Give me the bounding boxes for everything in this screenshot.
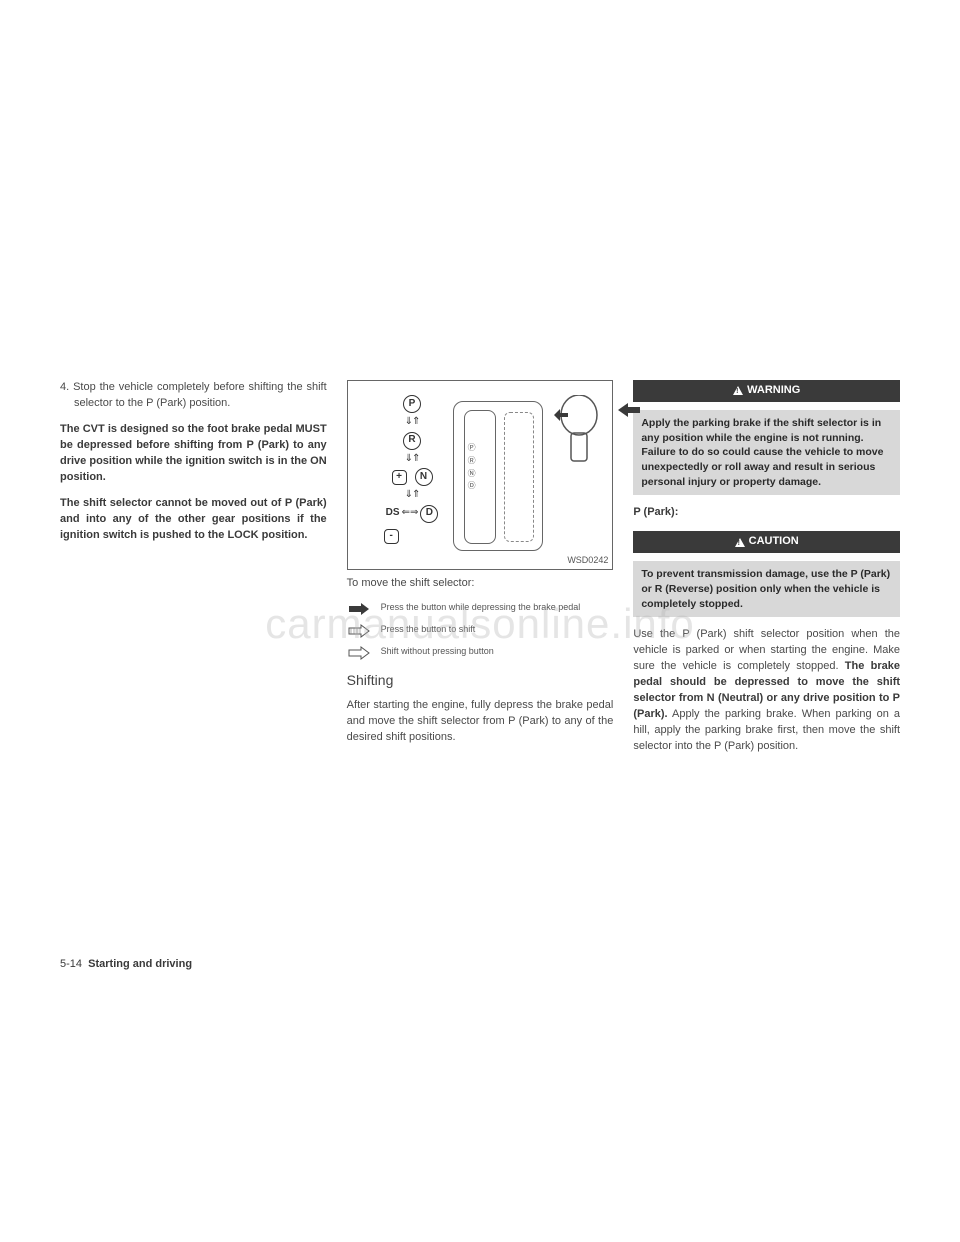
list-item-4: 4. Stop the vehicle completely before sh… [60, 380, 327, 412]
page-footer: 5-14 Starting and driving [60, 958, 192, 970]
shifter-track-icon [504, 412, 534, 542]
shift-lock-note: The shift selector cannot be moved out o… [60, 496, 327, 544]
gear-d-icon: D [420, 505, 438, 523]
minus-icon: - [384, 529, 399, 544]
arrow-icon: ⇓⇑ [405, 488, 420, 503]
caution-title-text: CAUTION [749, 534, 799, 550]
shifter-knob-icon [554, 395, 604, 465]
page-content: 4. Stop the vehicle completely before sh… [60, 380, 900, 765]
column-1: 4. Stop the vehicle completely before sh… [60, 380, 327, 765]
warning-icon [733, 386, 743, 395]
shifting-subhead: Shifting [347, 670, 614, 690]
gear-r-icon: R [403, 432, 421, 450]
solid-arrow-icon [347, 602, 371, 616]
page-number: 5-14 [60, 958, 82, 970]
column-3: WARNING Apply the parking brake if the s… [633, 380, 900, 765]
shifter-letters: ⓅⓇⓃⒹ [468, 442, 476, 493]
plus-icon: + [392, 470, 407, 485]
caution-title: CAUTION [633, 531, 900, 553]
legend-text-3: Shift without pressing button [381, 646, 494, 658]
cvt-design-note: The CVT is designed so the foot brake pe… [60, 422, 327, 486]
legend-text-1: Press the button while depressing the br… [381, 602, 581, 614]
arrow-icon: ⇓⇑ [405, 415, 420, 430]
move-selector-intro: To move the shift selector: [347, 576, 614, 592]
shifter-base-icon: ⓅⓇⓃⒹ [453, 401, 543, 551]
shifting-paragraph: After starting the engine, fully depress… [347, 698, 614, 746]
p-park-paragraph: Use the P (Park) shift selector position… [633, 627, 900, 755]
legend-row-1: Press the button while depressing the br… [347, 602, 614, 616]
gear-p-icon: P [403, 395, 421, 413]
ds-label: DS [386, 506, 400, 521]
p-park-label: P (Park): [633, 505, 900, 521]
warning-body: Apply the parking brake if the shift sel… [633, 410, 900, 495]
column-2: P ⇓⇑ R ⇓⇑ + N ⇓⇑ DS ⇐⇒ D - [347, 380, 614, 765]
caution-body: To prevent transmission damage, use the … [633, 561, 900, 617]
legend-row-2: Press the button to shift [347, 624, 614, 638]
gear-n-icon: N [415, 468, 433, 486]
caution-icon [735, 538, 745, 547]
pointer-arrow-icon [616, 401, 642, 419]
p-park-text-c: Apply the parking brake. When parking on… [633, 708, 900, 752]
warning-title-text: WARNING [747, 383, 800, 399]
shift-diagram: P ⇓⇑ R ⇓⇑ + N ⇓⇑ DS ⇐⇒ D - [347, 380, 614, 570]
legend-text-2: Press the button to shift [381, 624, 476, 636]
warning-title: WARNING [633, 380, 900, 402]
legend-row-3: Shift without pressing button [347, 646, 614, 660]
gear-indicator-column: P ⇓⇑ R ⇓⇑ + N ⇓⇑ DS ⇐⇒ D - [386, 395, 439, 544]
arrow-icon: ⇓⇑ [405, 452, 420, 467]
diagram-code: WSD0242 [567, 554, 608, 567]
section-title: Starting and driving [88, 958, 192, 970]
hatched-arrow-icon [347, 624, 371, 638]
outline-arrow-icon [347, 646, 371, 660]
